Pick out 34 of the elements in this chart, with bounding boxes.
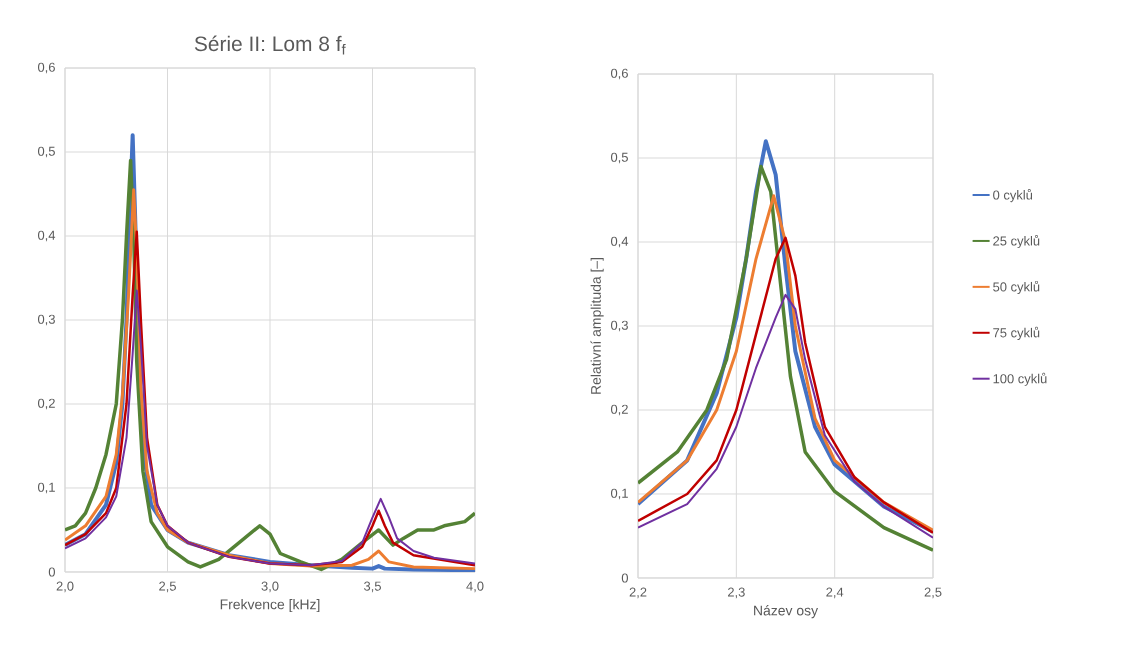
y-tick-label: 0,2 [610,404,628,416]
y-tick-label: 0,3 [37,314,55,326]
y-tick-label: 0,5 [610,152,628,164]
legend-label: 75 cyklů [993,326,1040,340]
legend-label: 0 cyklů [993,189,1033,203]
x-tick-label: 2,0 [56,581,74,593]
y-tick-label: 0,1 [610,488,628,500]
y-tick-label: 0 [621,573,628,583]
x-axis-title: Název osy [754,605,819,619]
line-series [638,293,934,539]
y-tick-label: 0,4 [37,230,56,242]
y-tick-label: 0,6 [610,68,628,80]
y-tick-label: 0,6 [37,62,55,74]
x-tick-label: 4,0 [466,581,484,593]
legend-label: 50 cyklů [993,280,1040,295]
x-tick-label: 2,2 [629,587,647,599]
y-tick-label: 0,3 [610,320,628,332]
legend-label: 100 cyklů [993,372,1047,386]
x-axis-title: Frekvence [kHz] [220,599,320,613]
x-tick-label: 2,5 [924,587,942,599]
chart-title: Série II: Lom 8 f$_{f}$ [194,35,346,55]
y-axis-title: Relativní amplituda [–] [590,258,604,394]
y-tick-label: 0,4 [610,236,629,248]
line-series [65,289,476,567]
x-tick-label: 2,5 [159,581,176,593]
x-tick-label: 2,4 [826,587,844,599]
y-tick-label: 0,5 [37,146,55,158]
x-tick-label: 2,3 [728,587,745,599]
y-tick-label: 0 [48,567,55,577]
x-tick-label: 3,5 [364,581,381,593]
y-tick-label: 0,2 [37,398,55,410]
x-tick-label: 3,0 [261,581,279,593]
legend-label: 25 cyklů [993,234,1040,249]
y-tick-label: 0,1 [37,482,55,494]
